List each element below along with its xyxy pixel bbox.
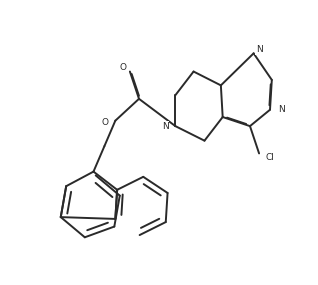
Text: N: N <box>278 105 285 114</box>
Text: N: N <box>162 122 169 131</box>
Text: O: O <box>102 118 109 127</box>
Text: N: N <box>256 45 262 54</box>
Text: Cl: Cl <box>266 153 274 162</box>
Text: O: O <box>120 63 127 72</box>
